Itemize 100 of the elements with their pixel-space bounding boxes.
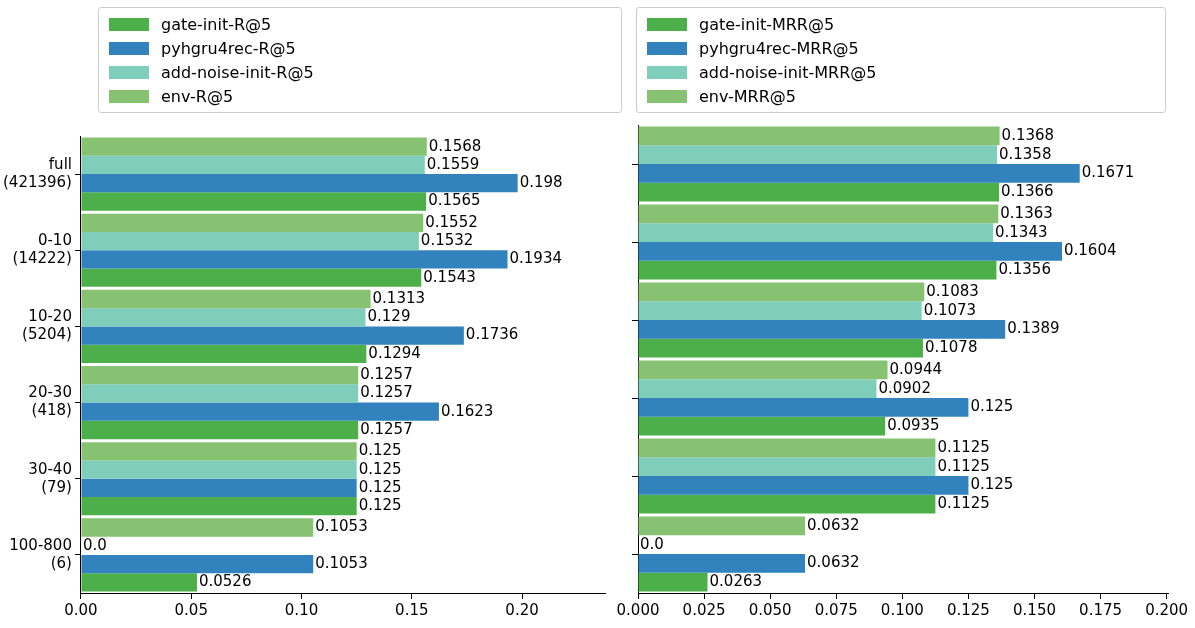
y-tick-label: full (421396) <box>3 154 72 191</box>
legend-label: add-noise-init-MRR@5 <box>699 62 877 82</box>
x-tick-label: 0.100 <box>880 600 924 619</box>
data-label: 0.125 <box>358 477 402 496</box>
bar <box>81 402 439 421</box>
data-label: 0.1083 <box>926 281 979 300</box>
bar <box>81 344 367 363</box>
data-label: 0.1257 <box>360 419 413 438</box>
x-tick-label: 0.125 <box>946 600 990 619</box>
bar <box>638 301 922 320</box>
x-tick-label: 0.10 <box>284 600 319 619</box>
y-tick-label: 20-30 (418) <box>28 383 72 420</box>
data-label: 0.1366 <box>1001 181 1054 200</box>
x-tick-label: 0.175 <box>1079 600 1123 619</box>
bar <box>81 326 464 345</box>
bar <box>638 516 806 536</box>
data-label: 0.1125 <box>937 456 990 475</box>
bar <box>81 268 422 287</box>
bar <box>81 308 366 327</box>
bar <box>638 260 997 280</box>
data-label: 0.1363 <box>1000 203 1053 222</box>
bar <box>81 137 427 156</box>
bar <box>638 572 708 592</box>
y-tick-label: 0-10 (14222) <box>12 231 72 268</box>
data-label: 0.1313 <box>372 288 426 307</box>
data-label: 0.1389 <box>1007 319 1060 338</box>
bar <box>638 164 1080 183</box>
bar <box>81 250 508 269</box>
data-label: 0.125 <box>358 441 402 460</box>
data-label: 0.125 <box>970 397 1014 416</box>
legend-label: gate-init-R@5 <box>161 14 272 34</box>
bar <box>81 442 357 461</box>
data-label: 0.1623 <box>440 401 494 420</box>
bar <box>638 182 1000 202</box>
data-label: 0.125 <box>358 459 402 478</box>
x-tick-label: 0.05 <box>174 600 208 619</box>
bar <box>638 438 936 458</box>
bar <box>81 573 197 592</box>
x-tick-label: 0.200 <box>1145 600 1189 619</box>
data-label: 0.1343 <box>995 222 1048 241</box>
data-label: 0.1532 <box>420 231 474 249</box>
data-label: 0.1078 <box>924 337 978 356</box>
bar <box>638 398 969 417</box>
data-label: 0.1053 <box>315 553 368 572</box>
x-tick-label: 0.025 <box>682 600 726 619</box>
x-tick-label: 0.15 <box>395 600 429 619</box>
bar <box>81 460 357 479</box>
bar <box>81 155 425 175</box>
bar <box>638 338 923 358</box>
bar <box>638 242 1062 261</box>
legend-label: add-noise-init-R@5 <box>161 62 314 82</box>
data-label: 0.1559 <box>426 154 480 173</box>
data-label: 0.0632 <box>807 515 860 534</box>
data-label: 0.1736 <box>465 325 519 344</box>
bar <box>81 174 518 193</box>
bar <box>638 145 997 164</box>
data-label: 0.1568 <box>428 136 482 155</box>
data-label: 0.0526 <box>198 572 252 591</box>
data-label: 0.1565 <box>428 191 481 210</box>
legend-label: env-R@5 <box>161 86 234 106</box>
data-label: 0.1294 <box>368 343 421 362</box>
x-tick-label: 0.00 <box>64 600 98 619</box>
bar <box>81 384 359 403</box>
data-label: 0.1368 <box>1001 125 1055 144</box>
y-tick-label: 10-20 (5204) <box>22 307 72 344</box>
legend-label: pyhgru4rec-R@5 <box>161 38 296 58</box>
bar <box>81 554 314 574</box>
bar <box>638 204 999 224</box>
bar <box>638 360 888 380</box>
bar <box>81 366 359 385</box>
bar <box>81 497 357 516</box>
data-label: 0.1604 <box>1064 241 1117 260</box>
data-label: 0.1671 <box>1081 163 1135 182</box>
data-label: 0.0 <box>82 535 107 554</box>
data-label: 0.198 <box>519 173 563 192</box>
bar <box>81 192 427 211</box>
x-tick-label: 0.050 <box>748 600 792 619</box>
x-tick-label: 0.150 <box>1013 600 1056 619</box>
data-label: 0.0935 <box>887 415 940 434</box>
bar <box>81 231 419 251</box>
data-label: 0.0902 <box>878 378 931 397</box>
data-label: 0.1073 <box>923 300 977 319</box>
bar <box>638 494 936 514</box>
legend-label: pyhgru4rec-MRR@5 <box>699 38 859 58</box>
bar <box>638 126 1000 146</box>
bar <box>81 420 359 440</box>
data-label: 0.0263 <box>709 571 763 590</box>
legend-label: gate-init-MRR@5 <box>699 14 835 34</box>
data-label: 0.0 <box>640 534 664 553</box>
bar <box>81 518 314 537</box>
bar <box>638 554 806 573</box>
data-label: 0.1257 <box>360 365 413 384</box>
data-label: 0.125 <box>358 496 402 515</box>
data-label: 0.1356 <box>998 259 1051 278</box>
data-label: 0.1257 <box>360 383 413 402</box>
bar <box>638 416 886 436</box>
data-label: 0.1543 <box>423 267 476 286</box>
x-tick-label: 0.000 <box>616 600 660 619</box>
y-tick-label: 30-40 (79) <box>28 459 72 496</box>
bar <box>81 213 424 232</box>
